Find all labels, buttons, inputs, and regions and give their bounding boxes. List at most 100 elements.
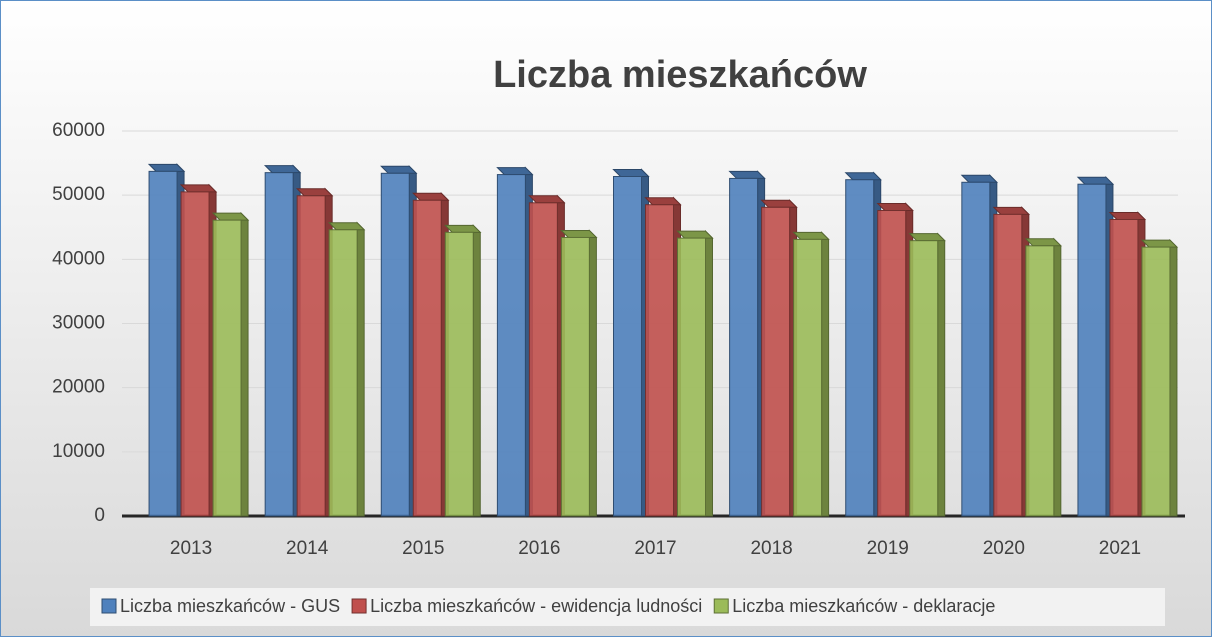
bar-top xyxy=(560,229,598,238)
bar-front xyxy=(761,206,791,517)
bar-top xyxy=(676,230,714,239)
bar xyxy=(792,231,830,517)
bar-top xyxy=(327,222,366,231)
bar-top xyxy=(792,231,830,240)
bar-front xyxy=(380,172,410,517)
y-tick-label: 30000 xyxy=(52,313,105,334)
bar-side xyxy=(472,224,481,517)
bar xyxy=(960,174,999,517)
bar-top xyxy=(211,212,250,221)
bar-front xyxy=(909,240,939,517)
bar-front xyxy=(296,195,326,517)
bar-front xyxy=(1025,245,1055,517)
bar xyxy=(528,194,566,517)
bar-front xyxy=(793,238,823,517)
legend-label: Liczba mieszkańców - GUS xyxy=(120,596,340,616)
bar-top xyxy=(263,165,302,174)
bar xyxy=(676,229,714,517)
bar xyxy=(908,232,946,517)
bar xyxy=(327,221,366,517)
bar-side xyxy=(588,229,597,517)
bar xyxy=(560,229,598,517)
bar-top xyxy=(295,188,334,197)
bar xyxy=(211,211,250,517)
bar xyxy=(1024,237,1063,517)
bar-top xyxy=(992,206,1031,215)
bar xyxy=(444,224,482,517)
bar xyxy=(147,163,186,517)
bar-front xyxy=(328,229,358,517)
x-tick-label: 2017 xyxy=(634,538,676,559)
y-tick-label: 20000 xyxy=(52,377,105,398)
bar xyxy=(295,187,334,517)
bar xyxy=(412,192,450,517)
bar-front xyxy=(961,181,991,517)
bar-side xyxy=(356,221,365,517)
bar xyxy=(1108,211,1147,517)
x-tick-label: 2018 xyxy=(750,538,792,559)
bar-front xyxy=(677,237,706,517)
bar-front xyxy=(180,191,210,517)
x-tick-label: 2019 xyxy=(867,538,909,559)
bar-top xyxy=(728,170,766,179)
bar-front xyxy=(496,174,526,517)
bar xyxy=(612,168,650,517)
bar-front xyxy=(264,172,294,517)
bar xyxy=(876,202,914,517)
bar-side xyxy=(1169,238,1178,517)
x-tick-label: 2014 xyxy=(286,538,329,559)
bar xyxy=(992,206,1031,517)
bar xyxy=(179,183,218,517)
legend-swatch xyxy=(713,598,729,614)
bar-front xyxy=(412,199,442,517)
x-tick-label: 2016 xyxy=(518,538,560,559)
bar-side xyxy=(705,229,713,517)
bar-front xyxy=(444,231,474,517)
bar-front xyxy=(1077,183,1107,517)
bar-top xyxy=(908,233,946,242)
bar xyxy=(760,199,798,517)
chart-title: Liczba mieszkańców xyxy=(493,54,867,96)
bar xyxy=(1140,238,1179,517)
bar-front xyxy=(1141,246,1171,517)
bar-side xyxy=(937,232,946,517)
bar-front xyxy=(729,177,759,517)
y-tick-label: 40000 xyxy=(52,248,105,269)
bar-top xyxy=(496,167,534,176)
bar-front xyxy=(877,210,907,517)
bar xyxy=(644,196,682,517)
bar-front xyxy=(148,170,178,517)
bar-top xyxy=(380,165,418,174)
bar-top xyxy=(179,184,218,193)
bar xyxy=(496,166,534,517)
bar xyxy=(380,165,418,517)
bar xyxy=(728,170,766,517)
bar-top xyxy=(1024,238,1063,247)
y-tick-label: 50000 xyxy=(52,184,105,205)
y-tick-label: 10000 xyxy=(52,441,105,462)
bar xyxy=(844,171,882,517)
bar-top xyxy=(760,199,798,208)
legend-box xyxy=(90,588,1165,626)
bar-top xyxy=(1108,211,1147,220)
bar-top xyxy=(844,172,882,181)
bar xyxy=(263,164,302,517)
bar xyxy=(1076,175,1115,517)
bar-front xyxy=(1109,218,1139,517)
bar-top xyxy=(1076,176,1115,185)
x-tick-label: 2015 xyxy=(402,538,444,559)
bar-front xyxy=(560,236,590,517)
legend-swatch xyxy=(351,598,367,614)
legend-label: Liczba mieszkańców - deklaracje xyxy=(732,596,995,616)
bar-top xyxy=(876,203,914,212)
bar-side xyxy=(821,231,830,517)
bar-top xyxy=(612,169,650,177)
y-tick-label: 60000 xyxy=(52,120,105,141)
bar-front xyxy=(613,176,642,517)
x-tick-label: 2013 xyxy=(170,538,212,559)
bar-top xyxy=(528,195,566,204)
bar-front xyxy=(528,202,558,517)
bar-top xyxy=(412,192,450,201)
